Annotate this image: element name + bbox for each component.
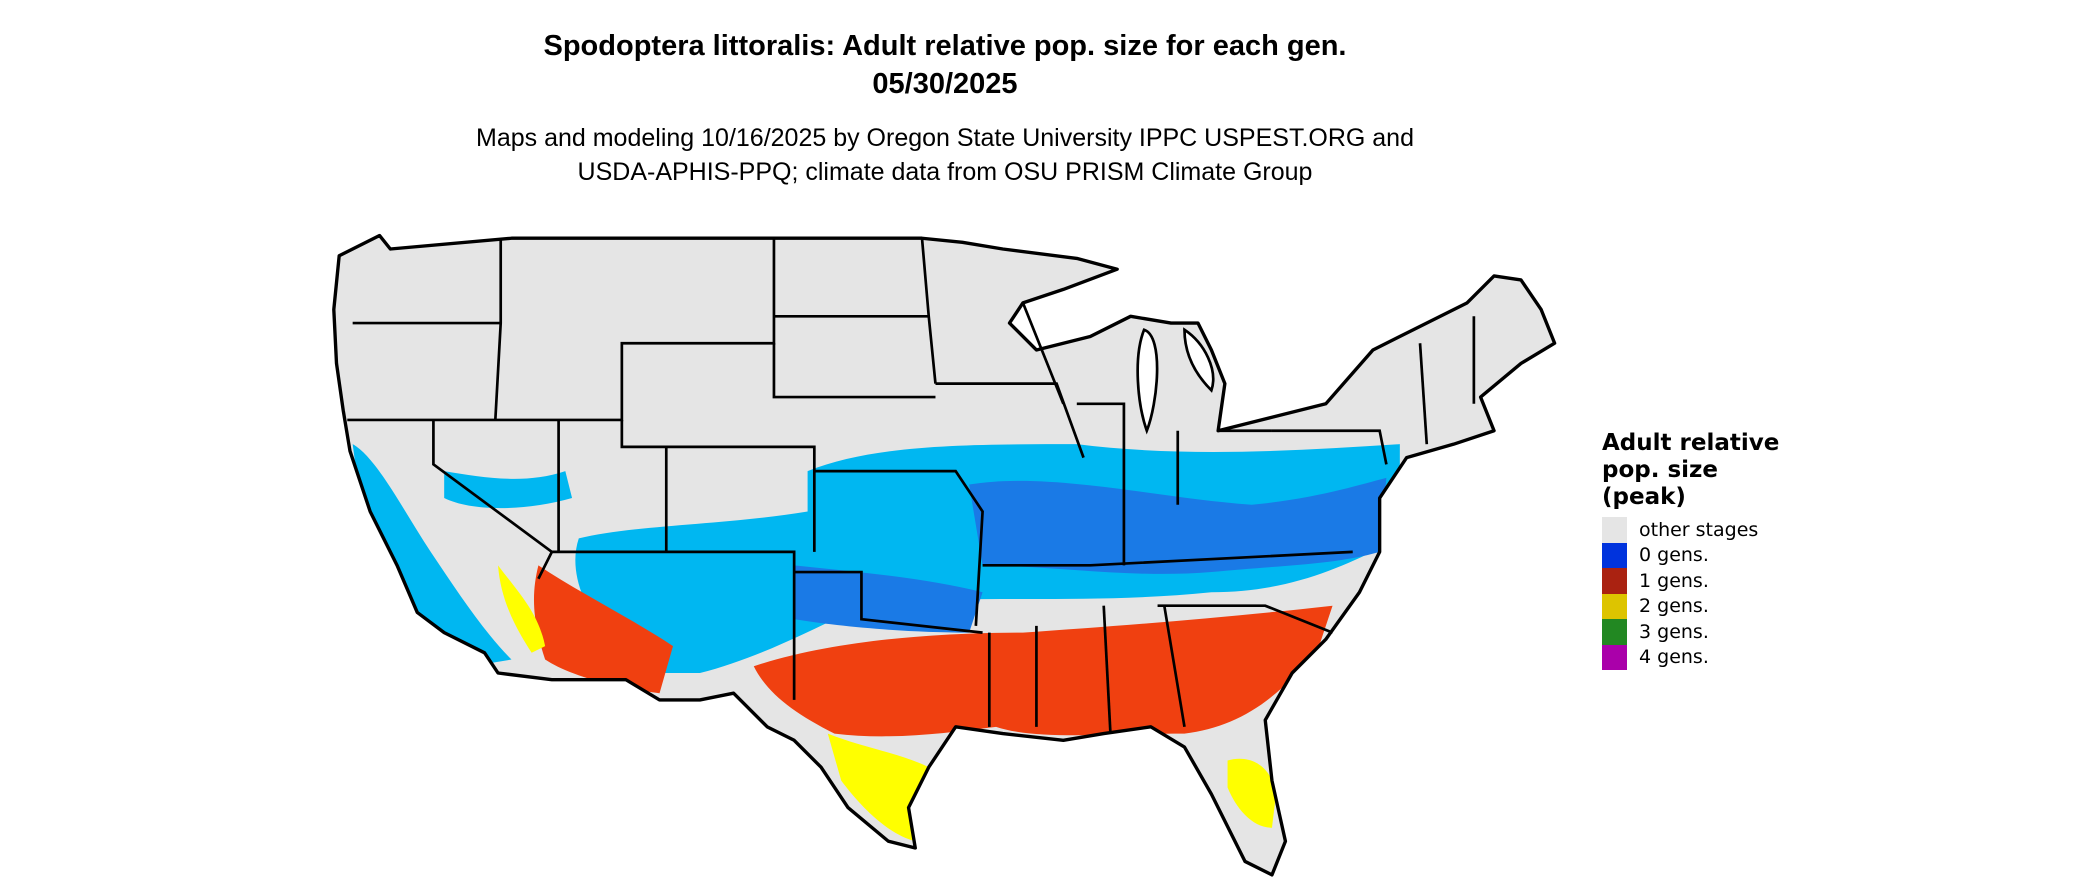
legend-label: 2 gens. xyxy=(1639,595,1709,618)
legend-swatch xyxy=(1602,542,1627,568)
great-lakes xyxy=(1136,327,1215,435)
legend-label: 0 gens. xyxy=(1639,544,1709,567)
legend-title-line: pop. size xyxy=(1602,457,1719,483)
legend-label: other stages xyxy=(1639,518,1759,541)
region-light-blue-west xyxy=(352,444,512,667)
phenology-regions xyxy=(352,444,1400,842)
legend-swatch xyxy=(1602,568,1627,594)
legend-label: 3 gens. xyxy=(1639,620,1709,643)
legend-swatch xyxy=(1602,619,1627,645)
legend-item: 2 gens. xyxy=(1602,593,1802,619)
legend-title-line: (peak) xyxy=(1602,484,1686,510)
legend-label: 1 gens. xyxy=(1639,569,1709,592)
region-yellow-fl xyxy=(1227,758,1277,828)
legend-swatch xyxy=(1602,517,1627,543)
region-red-orange xyxy=(753,605,1333,737)
legend-item: 4 gens. xyxy=(1602,644,1802,670)
region-yellow-tx xyxy=(827,733,929,842)
region-blue-ok xyxy=(794,565,983,633)
map-date: 05/30/2025 xyxy=(872,68,1018,100)
legend-item: other stages xyxy=(1602,517,1802,543)
legend-label: 4 gens. xyxy=(1639,646,1709,669)
us-border xyxy=(332,233,1557,877)
legend-item: 3 gens. xyxy=(1602,619,1802,645)
legend-title-line: Adult relative xyxy=(1602,430,1780,456)
region-blue xyxy=(969,477,1387,574)
region-light-blue-nv xyxy=(444,471,573,509)
region-yellow-ca xyxy=(498,565,546,653)
legend-swatch xyxy=(1602,593,1627,619)
legend-swatch xyxy=(1602,644,1627,670)
legend-item: 0 gens. xyxy=(1602,542,1802,568)
map-subtitle-line1: Maps and modeling 10/16/2025 by Oregon S… xyxy=(476,124,1414,152)
region-red-orange-az xyxy=(533,565,673,694)
state-borders xyxy=(347,238,1476,734)
legend-item: 1 gens. xyxy=(1602,568,1802,594)
map-subtitle-line2: USDA-APHIS-PPQ; climate data from OSU PR… xyxy=(577,158,1313,186)
map-title: Spodoptera littoralis: Adult relative po… xyxy=(543,30,1347,62)
legend: Adult relative pop. size (peak) other st… xyxy=(1602,430,1802,670)
legend-title: Adult relative pop. size (peak) xyxy=(1602,430,1802,511)
